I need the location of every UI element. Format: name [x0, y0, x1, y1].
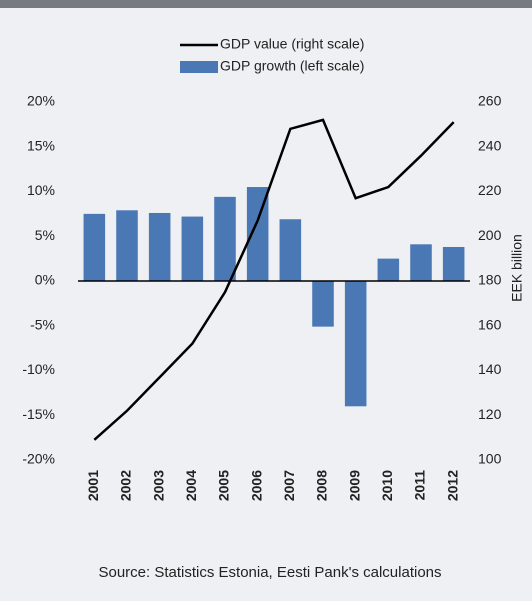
x-tick-label: 2010	[379, 470, 395, 501]
y2-tick-label: 220	[478, 182, 502, 198]
x-tick-label: 2004	[183, 470, 199, 501]
bar	[442, 246, 465, 281]
y2-tick-label: 200	[478, 227, 502, 243]
y-tick-label: 5%	[35, 227, 55, 243]
source-note: Source: Statistics Estonia, Eesti Pank's…	[98, 564, 441, 581]
x-tick-label: 2006	[248, 470, 264, 501]
y2-tick-label: 260	[478, 93, 502, 109]
x-tick-label: 2007	[281, 470, 297, 501]
x-tick-label: 2011	[412, 470, 428, 501]
bar	[181, 216, 204, 281]
header-bar	[0, 0, 532, 8]
x-tick-label: 2009	[346, 470, 362, 501]
y-tick-label: 0%	[35, 272, 55, 288]
y2-tick-label: 100	[478, 451, 502, 467]
x-tick-label: 2008	[314, 470, 330, 501]
x-tick-label: 2002	[118, 470, 134, 501]
bar	[116, 210, 138, 281]
y2-tick-label: 160	[478, 316, 502, 332]
y2-axis-label: EEK billion	[509, 234, 525, 302]
bar	[344, 281, 367, 407]
legend-label: GDP growth (left scale)	[220, 58, 364, 74]
bar	[312, 281, 334, 327]
y-tick-label: -10%	[22, 361, 55, 377]
bar	[410, 244, 432, 281]
legend-swatch	[180, 61, 218, 73]
bar	[246, 187, 269, 281]
y-tick-label: -20%	[22, 451, 55, 467]
x-tick-label: 2005	[216, 470, 232, 501]
bar	[83, 213, 106, 281]
y-tick-label: 15%	[27, 137, 55, 153]
bar	[377, 258, 400, 281]
x-tick-label: 2012	[444, 470, 460, 501]
bar	[279, 219, 302, 281]
y2-tick-label: 120	[478, 406, 502, 422]
line	[93, 118, 455, 441]
y-tick-label: 20%	[27, 93, 55, 109]
x-tick-label: 2001	[85, 470, 101, 501]
x-tick-label: 2003	[150, 470, 166, 501]
bar	[148, 212, 171, 281]
bar	[214, 196, 236, 281]
y-tick-label: -5%	[30, 316, 55, 332]
y-tick-label: 10%	[27, 182, 55, 198]
y2-tick-label: 140	[478, 361, 502, 377]
y2-tick-label: 240	[478, 137, 502, 153]
y2-tick-label: 180	[478, 272, 502, 288]
legend-label: GDP value (right scale)	[220, 36, 364, 52]
y-tick-label: -15%	[22, 406, 55, 422]
